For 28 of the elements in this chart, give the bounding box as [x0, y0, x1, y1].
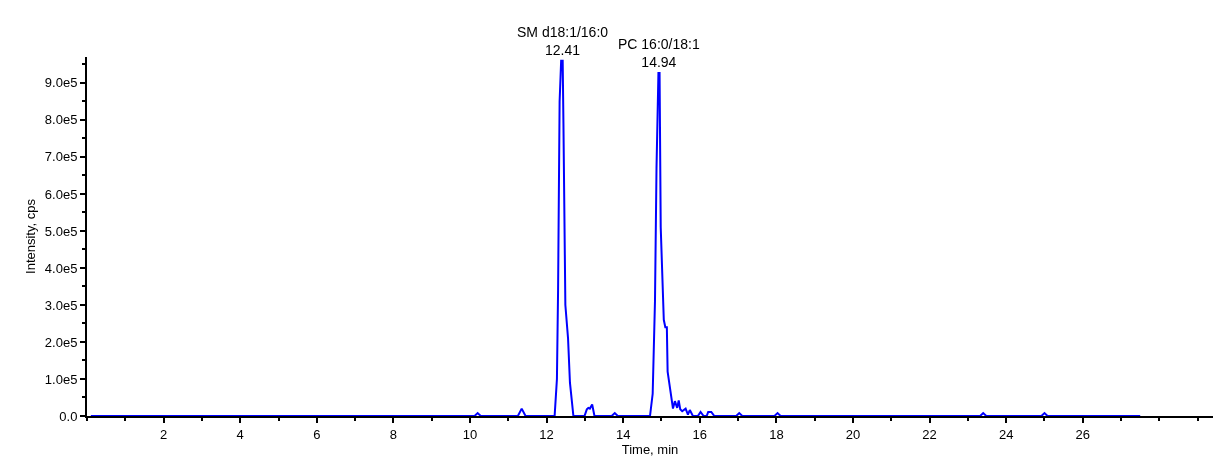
y-tick-label: 2.0e5 [44, 334, 78, 350]
y-axis-title: Intensity, cps [23, 198, 39, 274]
y-tick-label: 1.0e5 [44, 371, 78, 387]
x-tick-label: 2 [159, 426, 168, 442]
x-tick-label: 26 [1075, 426, 1091, 442]
x-tick-label: 6 [313, 426, 321, 442]
x-axis-title: Time, min [621, 441, 679, 457]
x-tick-label: 18 [769, 426, 784, 442]
x-tick-label: 12 [539, 426, 554, 442]
x-tick-label: 14 [615, 426, 631, 442]
y-tick-label: 8.0e5 [44, 112, 78, 128]
y-tick-label: 5.0e5 [44, 223, 78, 239]
y-tick-label: 9.0e5 [44, 75, 78, 91]
y-tick-label: 4.0e5 [44, 260, 78, 276]
annotation: PC 16:0/18:1 14.94 [618, 36, 700, 71]
annotation: SM d18:1/16:0 12.41 [517, 24, 609, 59]
x-tick-label: 10 [462, 426, 478, 442]
line-series [89, 59, 1142, 416]
y-tick-label: 3.0e5 [44, 297, 78, 313]
x-tick-label: 4 [236, 426, 244, 442]
x-tick-label: 16 [692, 426, 708, 442]
y-tick-label: 6.0e5 [44, 186, 78, 202]
y-tick-label: 0.0 [59, 408, 78, 424]
x-tick-label: 8 [389, 426, 398, 442]
x-tick-label: 22 [922, 426, 937, 442]
x-tick-label: 24 [998, 426, 1014, 442]
y-tick-label: 7.0e5 [44, 149, 78, 165]
x-tick-label: 20 [845, 426, 861, 442]
